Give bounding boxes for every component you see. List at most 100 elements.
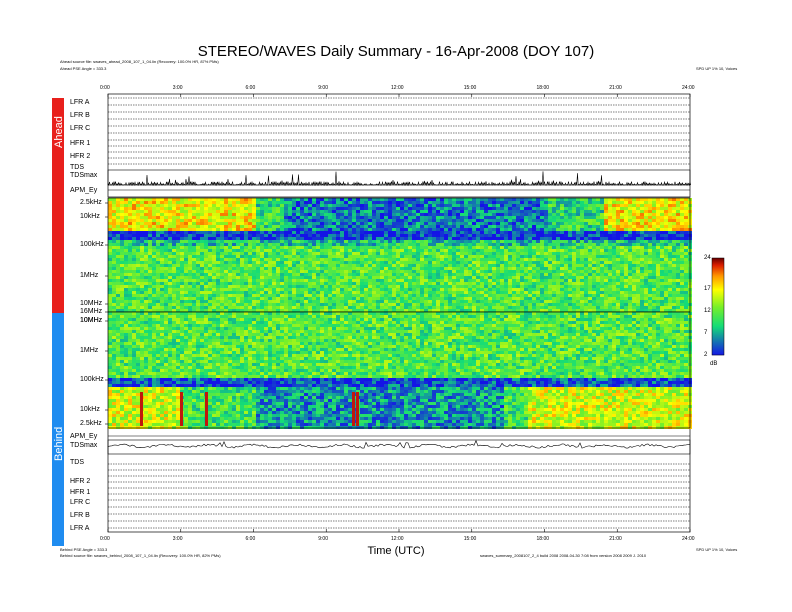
spectrogram-cell <box>292 288 296 291</box>
spectrogram-cell <box>328 258 332 261</box>
spectrogram-cell <box>656 258 660 261</box>
spectrogram-cell <box>236 264 240 267</box>
spectrogram-cell <box>268 279 272 282</box>
spectrogram-cell <box>296 222 300 225</box>
spectrogram-cell <box>108 249 112 252</box>
spectrogram-cell <box>524 276 528 279</box>
spectrogram-cell <box>256 210 260 213</box>
spectrogram-cell <box>216 228 220 231</box>
spectrogram-cell <box>432 261 436 264</box>
spectrogram-cell <box>240 267 244 270</box>
spectrogram-cell <box>312 240 316 243</box>
spectrogram-cell <box>616 201 620 204</box>
spectrogram-cell <box>444 243 448 246</box>
spectrogram-cell <box>472 264 476 267</box>
spectrogram-cell <box>652 255 656 258</box>
spectrogram-cell <box>128 198 132 201</box>
spectrogram-cell <box>248 228 252 231</box>
spectrogram-cell <box>252 210 256 213</box>
spectrogram-cell <box>640 204 644 207</box>
spectrogram-cell <box>600 267 604 270</box>
spectrogram-cell <box>388 258 392 261</box>
spectrogram-cell <box>140 294 144 297</box>
spectrogram-cell <box>452 240 456 243</box>
spectrogram-cell <box>456 255 460 258</box>
spectrogram-cell <box>508 210 512 213</box>
spectrogram-cell <box>180 210 184 213</box>
spectrogram-cell <box>536 198 540 201</box>
spectrogram-cell <box>196 264 200 267</box>
spectrogram-cell <box>468 222 472 225</box>
spectrogram-cell <box>108 234 112 237</box>
spectrogram-cell <box>144 213 148 216</box>
spectrogram-cell <box>268 264 272 267</box>
spectrogram-cell <box>212 201 216 204</box>
spectrogram-cell <box>400 270 404 273</box>
spectrogram-cell <box>508 252 512 255</box>
spectrogram-cell <box>388 201 392 204</box>
spectrogram-cell <box>124 228 128 231</box>
spectrogram-cell <box>200 216 204 219</box>
spectrogram-cell <box>416 210 420 213</box>
spectrogram-cell <box>404 222 408 225</box>
spectrogram-cell <box>560 270 564 273</box>
spectrogram-cell <box>160 231 164 234</box>
spectrogram-cell <box>520 249 524 252</box>
spectrogram-cell <box>612 261 616 264</box>
spectrogram-cell <box>164 240 168 243</box>
spectrogram-cell <box>164 282 168 285</box>
spectrogram-cell <box>672 279 676 282</box>
spectrogram-cell <box>472 240 476 243</box>
spectrogram-cell <box>640 255 644 258</box>
spectrogram-cell <box>432 252 436 255</box>
spectrogram-cell <box>308 264 312 267</box>
spectrogram-cell <box>600 231 604 234</box>
spectrogram-cell <box>448 240 452 243</box>
spectrogram-cell <box>336 213 340 216</box>
spectrogram-cell <box>572 201 576 204</box>
spectrogram-cell <box>548 243 552 246</box>
spectrogram-cell <box>620 234 624 237</box>
spectrogram-cell <box>324 255 328 258</box>
spectrogram-cell <box>512 204 516 207</box>
spectrogram-cell <box>388 246 392 249</box>
spectrogram-cell <box>344 288 348 291</box>
spectrogram-cell <box>496 213 500 216</box>
spectrogram-cell <box>264 264 268 267</box>
spectrogram-cell <box>624 258 628 261</box>
spectrogram-cell <box>296 213 300 216</box>
spectrogram-cell <box>112 270 116 273</box>
spectrogram-cell <box>652 267 656 270</box>
spectrogram-cell <box>232 237 236 240</box>
spectrogram-cell <box>496 291 500 294</box>
spectrogram-cell <box>572 267 576 270</box>
spectrogram-cell <box>304 255 308 258</box>
spectrogram-cell <box>248 246 252 249</box>
spectrogram-cell <box>496 243 500 246</box>
spectrogram-cell <box>436 255 440 258</box>
spectrogram-cell <box>292 264 296 267</box>
spectrogram-cell <box>280 249 284 252</box>
spectrogram-cell <box>644 285 648 288</box>
spectrogram-cell <box>288 255 292 258</box>
spectrogram-cell <box>168 294 172 297</box>
spectrogram-cell <box>152 219 156 222</box>
spectrogram-cell <box>540 240 544 243</box>
spectrogram-cell <box>488 246 492 249</box>
spectrogram-cell <box>480 243 484 246</box>
spectrogram-cell <box>644 270 648 273</box>
spectrogram-cell <box>484 243 488 246</box>
spectrogram-cell <box>636 261 640 264</box>
spectrogram-cell <box>632 264 636 267</box>
spectrogram-cell <box>188 288 192 291</box>
spectrogram-cell <box>252 255 256 258</box>
spectrogram-cell <box>212 231 216 234</box>
spectrogram-cell <box>516 246 520 249</box>
spectrogram-cell <box>120 198 124 201</box>
spectrogram-cell <box>644 204 648 207</box>
spectrogram-cell <box>224 273 228 276</box>
spectrogram-cell <box>440 222 444 225</box>
spectrogram-cell <box>320 201 324 204</box>
spectrogram-cell <box>560 273 564 276</box>
spectrogram-cell <box>608 228 612 231</box>
